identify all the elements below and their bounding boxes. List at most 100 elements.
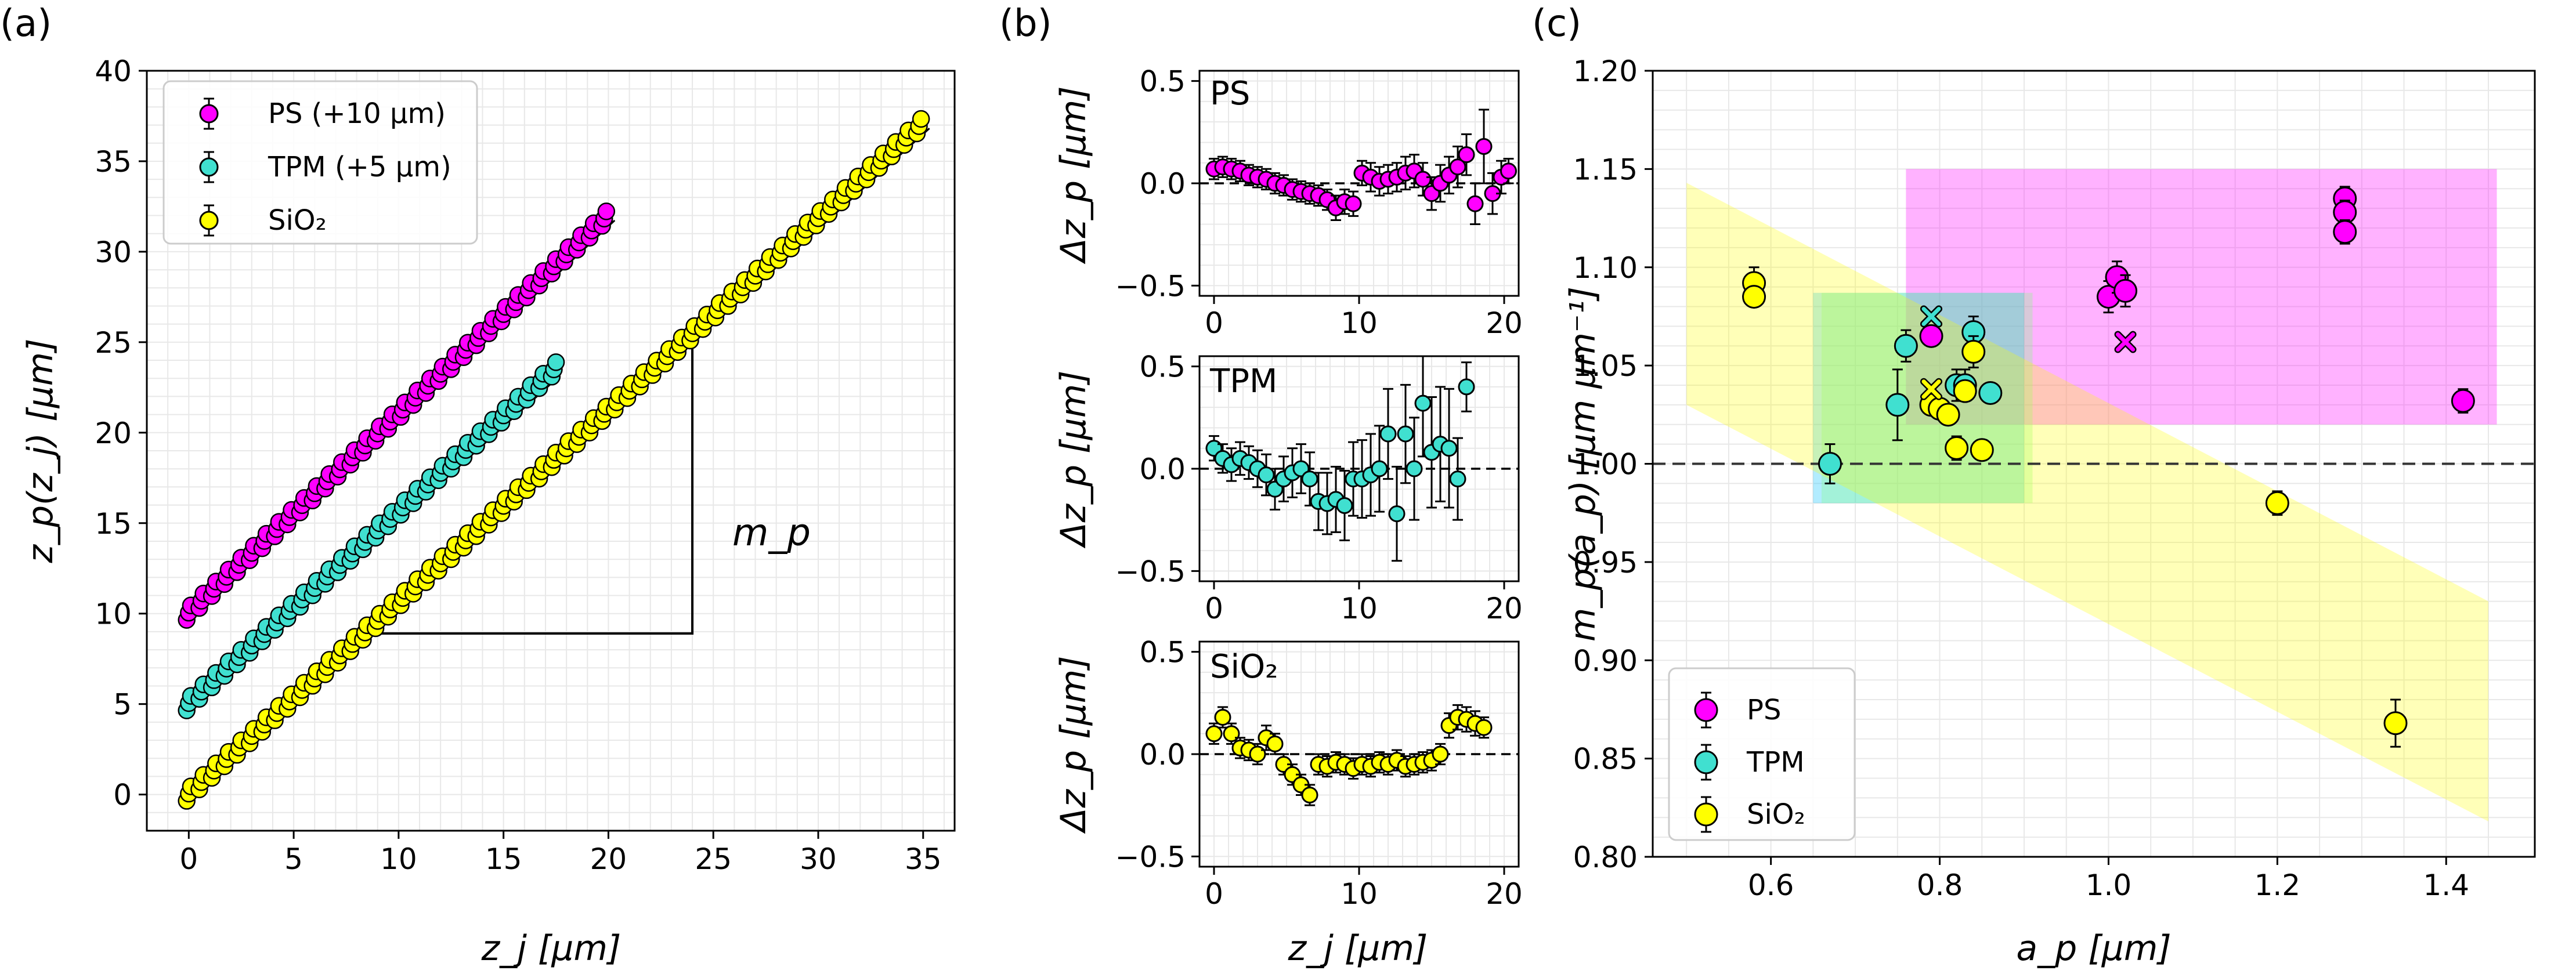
y-tick-label: 30 <box>95 236 132 269</box>
panel-b-tpm-label: TPM <box>1209 363 1277 400</box>
data-point <box>2265 491 2289 515</box>
data-point <box>547 353 565 371</box>
y-tick-label: 0.0 <box>1139 167 1186 201</box>
legend-marker <box>1694 750 1718 774</box>
y-tick-label: 0.95 <box>1573 546 1638 580</box>
y-tick-label: 40 <box>95 55 132 88</box>
data-point <box>1379 425 1397 443</box>
data-point <box>912 110 930 128</box>
x-tick-label: 5 <box>284 842 303 876</box>
data-point <box>1978 381 2003 405</box>
y-tick-label: 0.80 <box>1573 841 1638 874</box>
data-point <box>1500 162 1517 180</box>
slope-triangle-path <box>369 340 694 635</box>
slope-triangle <box>369 340 694 635</box>
y-tick-label: 35 <box>95 145 132 179</box>
y-tick-label: 0.90 <box>1573 644 1638 678</box>
data-point <box>1388 505 1406 523</box>
band <box>1686 183 2488 822</box>
panel-a-xlabel: z_j [µm] <box>481 928 622 969</box>
data-point <box>1885 393 1910 417</box>
y-tick-label: 1.05 <box>1573 349 1638 383</box>
data-point <box>1475 138 1493 155</box>
x-tick-label: 1.0 <box>2086 868 2132 902</box>
y-tick-label: 0.5 <box>1139 65 1186 99</box>
panel-b-sio2-label: SiO₂ <box>1210 648 1278 686</box>
panel-b-sio2: 0.5 0.0 −0.5 0 10 20 <box>1115 636 1523 911</box>
data-point <box>2451 389 2475 413</box>
y-tick-label: −0.5 <box>1115 555 1186 588</box>
legend-box <box>162 80 478 245</box>
legend-label-tpm: TPM (+5 µm) <box>268 151 451 183</box>
y-tick-label: 0.5 <box>1139 636 1186 669</box>
panel-c-legend: PS TPM SiO₂ <box>1668 667 1856 841</box>
data-point <box>1970 438 1994 462</box>
panel-c-ylabel: m_p(a_p) [µm µm⁻¹] <box>1563 287 1603 642</box>
data-point <box>1371 460 1388 477</box>
x-tick-label: 15 <box>485 842 522 876</box>
x-tick-label: 0.6 <box>1748 868 1794 902</box>
data-point <box>1894 334 1918 358</box>
x-tick-label: 10 <box>1341 877 1378 911</box>
y-tick-label: −0.5 <box>1115 840 1186 874</box>
cross-marker <box>2116 332 2136 352</box>
data-point <box>2113 278 2138 303</box>
legend-markers <box>199 97 219 237</box>
y-tick-label: 0 <box>113 779 132 812</box>
legend-marker <box>1694 802 1718 827</box>
data-point <box>1440 440 1458 457</box>
y-tick-label: 0.85 <box>1573 743 1638 776</box>
x-tick-label: 1.2 <box>2255 868 2301 902</box>
x-tick-label: 20 <box>1486 306 1523 340</box>
panel-label-c: (c) <box>1532 2 1581 45</box>
y-tick-label: 1.00 <box>1573 448 1638 481</box>
data-point <box>1345 195 1362 212</box>
panel-b: 0.5 0.0 −0.5 0 10 20 0.5 0.0 −0.5 0 10 20 0.5 0.0 −0… <box>1053 65 1523 969</box>
data-point <box>1223 725 1240 743</box>
panel-b-ps-label: PS <box>1210 75 1250 113</box>
x-tick-label: 35 <box>905 842 942 876</box>
legend-label-ps: PS (+10 µm) <box>268 97 446 130</box>
panel-a-ylabel: z_p(z_j) [µm] <box>20 338 61 563</box>
legend-marker <box>1694 698 1718 722</box>
x-tick-label: 30 <box>800 842 837 876</box>
y-tick-label: 0.0 <box>1139 452 1186 486</box>
y-tick-label: 1.20 <box>1573 55 1638 88</box>
data-point <box>1258 466 1275 484</box>
data-point <box>1214 709 1231 726</box>
legend-marker <box>199 157 219 177</box>
panel-a-ticks: 0 5 10 15 20 25 30 35 0 5 10 15 20 25 30 35 40 <box>95 55 941 876</box>
y-tick-label: 1.10 <box>1573 251 1638 285</box>
slope-label: m_p <box>732 512 811 555</box>
x-tick-label: 0.8 <box>1917 868 1963 902</box>
x-tick-label: 0 <box>1205 592 1223 625</box>
panel-b-tpm-ylabel: Δz_p [µm] <box>1053 370 1094 548</box>
data-point <box>1919 324 1943 348</box>
x-tick-label: 1.4 <box>2423 868 2470 902</box>
panel-a-data <box>178 110 930 810</box>
data-point <box>1406 460 1423 477</box>
x-tick-label: 10 <box>1341 592 1378 625</box>
x-tick-label: 20 <box>1486 877 1523 911</box>
y-tick-label: 0.0 <box>1139 738 1186 772</box>
legend-marker <box>199 104 219 124</box>
y-tick-label: 1.15 <box>1573 153 1638 186</box>
y-tick-label: 5 <box>113 688 132 722</box>
data-point <box>1458 378 1475 396</box>
legend-label-sio2: SiO₂ <box>1747 798 1805 831</box>
data-point <box>1953 379 1977 403</box>
y-tick-label: 20 <box>95 417 132 450</box>
data-point <box>1301 470 1318 488</box>
panel-b-xlabel: z_j [µm] <box>1288 928 1428 969</box>
data-point <box>1432 745 1449 763</box>
data-point <box>1414 171 1432 188</box>
panel-label-b: (b) <box>999 2 1052 45</box>
panel-c-ticks: 0.6 0.8 1.0 1.2 1.4 1.20 1.15 1.10 1.05 1.00 0.95 0… <box>1573 55 2469 902</box>
band <box>1906 169 2497 425</box>
legend-marker <box>199 211 219 230</box>
panel-a: 0 5 10 15 20 25 30 35 0 5 10 15 20 25 30 35 40 m_p PS (+… <box>20 55 956 969</box>
data-point <box>2383 711 2408 736</box>
legend-label-ps: PS <box>1747 694 1781 726</box>
data-point <box>1249 745 1266 763</box>
